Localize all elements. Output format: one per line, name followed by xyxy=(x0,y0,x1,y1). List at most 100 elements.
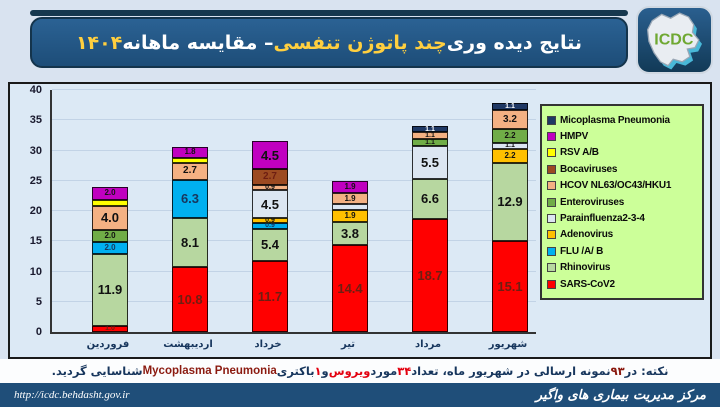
bar-value-label: 10.8 xyxy=(177,291,203,307)
y-tick-label: 5 xyxy=(35,295,42,308)
legend-item: SARS-CoV2 xyxy=(547,276,697,292)
bar-segment: 18.7 xyxy=(412,218,448,332)
bar-value-label: 5.4 xyxy=(260,237,280,253)
legend-label: Bocaviruses xyxy=(560,163,618,175)
plot-area: 1.0 11.9 2.0 2.0 4.0 2.0 10.8 8.1 6.3 2.7 1.8 11.7 5… xyxy=(50,89,536,334)
legend-swatch xyxy=(547,246,556,256)
bar-segment: 1.1 xyxy=(492,142,528,149)
bar-segment: 2.0 xyxy=(92,241,128,254)
bar-segment: 6.3 xyxy=(172,179,208,218)
legend-label: HMPV xyxy=(560,131,589,143)
note-bacteria-name: Mycoplasma Pneumonia xyxy=(142,365,277,377)
legend-label: HCOV NL63/OC43/HKU1 xyxy=(560,180,672,192)
chart-legend: Micoplasma Pneumonia HMPV RSV A/B Bocavirus… xyxy=(540,104,704,301)
bar-column-4: 14.4 3.8 1.9 1.9 1.9 xyxy=(332,181,368,332)
legend-swatch xyxy=(547,279,556,289)
gridline xyxy=(52,270,536,272)
bar-value-label: 1.1 xyxy=(425,138,435,146)
y-tick-label: 25 xyxy=(29,174,42,187)
bar-segment: 2.0 xyxy=(92,229,128,242)
legend-item: HCOV NL63/OC43/HKU1 xyxy=(547,178,697,194)
bar-segment: 1.1 xyxy=(412,126,448,133)
bar-value-label: 3.2 xyxy=(503,113,517,125)
x-axis: فروردین اردیبهشت خرداد تیر مرداد شهریور xyxy=(50,336,534,356)
bar-segment: 2.2 xyxy=(492,149,528,163)
footer-url[interactable]: http://icdc.behdasht.gov.ir xyxy=(14,389,130,401)
icdc-logo: ICDC xyxy=(636,6,713,74)
note-virus-word: ویروس xyxy=(328,364,371,378)
bar-segment: 0.9 xyxy=(252,216,288,224)
bar-value-label: 0.9 xyxy=(265,184,275,192)
bar-segment: 10.8 xyxy=(172,266,208,332)
bar-segment: 4.5 xyxy=(252,141,288,169)
bar-segment: 3.2 xyxy=(492,109,528,130)
title-part-3: – مقایسه ماهانه xyxy=(122,31,274,54)
title-part-2: چند پاتوژن تنفسی xyxy=(273,31,447,54)
bar-value-label: 1.9 xyxy=(344,193,356,203)
bar-segment: 4.5 xyxy=(252,190,288,218)
bar-segment: 1.8 xyxy=(172,146,208,158)
bar-column-5: 18.7 6.6 5.5 1.1 1.1 1.1 xyxy=(412,126,448,332)
note-bacteria-count: ۱ xyxy=(314,364,322,378)
bar-segment xyxy=(332,204,368,211)
bar-segment: 15.1 xyxy=(492,240,528,332)
bar-value-label: 3.8 xyxy=(340,225,360,241)
bar-value-label: 4.5 xyxy=(260,147,280,163)
gridline xyxy=(52,210,536,211)
legend-item: RSV A/B xyxy=(547,145,697,161)
title-year: ۱۴۰۴ xyxy=(75,31,123,54)
gridline xyxy=(52,89,536,90)
bar-value-label: 5.5 xyxy=(420,154,440,170)
iran-map-icon: ICDC xyxy=(646,12,703,70)
legend-item: Parainfluenza2-3-4 xyxy=(547,210,697,226)
legend-item: Micoplasma Pneumonia xyxy=(547,112,697,128)
gridline xyxy=(52,240,536,242)
bar-value-label: 2.7 xyxy=(183,165,197,177)
note-text: شناسایی گردید. xyxy=(51,364,143,378)
bar-value-label: 1.1 xyxy=(425,125,435,133)
gridline xyxy=(52,300,536,302)
bar-value-label: 2.0 xyxy=(104,188,116,198)
bar-segment: 1.9 xyxy=(332,181,368,193)
bar-value-label: 4.0 xyxy=(100,210,120,226)
footer-bar: http://icdc.behdasht.gov.ir مرکز مدیریت … xyxy=(0,383,720,407)
note-text: نمونه ارسالی در شهریور ماه، تعداد xyxy=(411,364,611,378)
bar-value-label: 1.8 xyxy=(184,147,196,157)
bar-value-label: 0.9 xyxy=(265,216,275,224)
bar-segment: 1.1 xyxy=(412,139,448,146)
y-tick-label: 40 xyxy=(29,84,42,96)
legend-swatch xyxy=(547,181,556,191)
x-axis-label: خرداد xyxy=(254,339,282,350)
bar-segment: 11.9 xyxy=(92,253,128,326)
x-axis-label: مرداد xyxy=(414,339,442,350)
bar-column-6: 15.1 12.9 2.2 1.1 2.2 3.2 1.1 xyxy=(492,103,528,332)
legend-item: Adenovirus xyxy=(547,227,697,243)
bar-segment: 1.0 xyxy=(92,325,128,332)
bar-segment: 14.4 xyxy=(332,244,368,332)
bar-column-1: 1.0 11.9 2.0 2.0 4.0 2.0 xyxy=(92,187,128,332)
legend-swatch xyxy=(547,115,556,125)
bar-segment xyxy=(92,199,128,206)
title-top-strip xyxy=(30,10,628,16)
bar-value-label: 2.0 xyxy=(104,242,116,252)
logo-text: ICDC xyxy=(654,31,694,48)
bar-column-2: 10.8 8.1 6.3 2.7 1.8 xyxy=(172,146,208,332)
bar-value-label: 18.7 xyxy=(417,267,443,283)
bar-value-label: 12.9 xyxy=(497,194,523,210)
legend-swatch xyxy=(547,197,556,207)
bar-segment: 3.8 xyxy=(332,221,368,245)
bar-segment: 4.0 xyxy=(92,205,128,230)
bar-segment: 0.9 xyxy=(252,222,288,229)
gridline xyxy=(52,179,536,181)
legend-swatch xyxy=(547,148,556,158)
bar-value-label: 14.4 xyxy=(337,280,363,296)
legend-label: Enteroviruses xyxy=(560,196,625,208)
bar-value-label: 2.2 xyxy=(504,130,516,140)
bar-value-label: 6.6 xyxy=(420,191,440,207)
page-title: نتایج دیده وری چند پاتوژن تنفسی – مقایسه… xyxy=(30,17,628,68)
bar-segment: 2.7 xyxy=(172,163,208,180)
legend-item: HMPV xyxy=(547,128,697,144)
gridline xyxy=(52,119,536,121)
bar-segment: 1.1 xyxy=(492,103,528,110)
y-tick-label: 30 xyxy=(29,144,42,157)
